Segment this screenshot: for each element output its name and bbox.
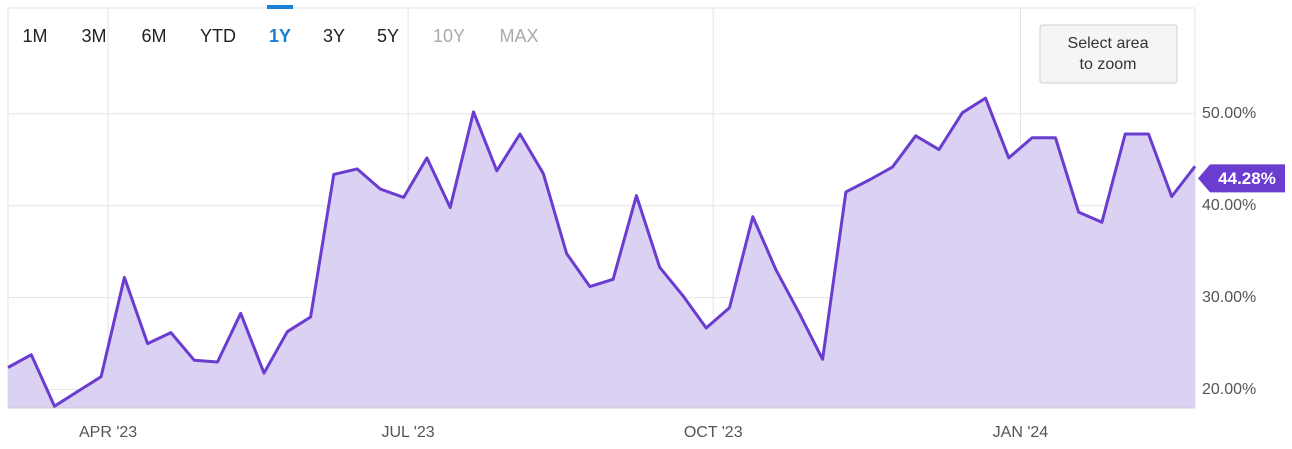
range-button[interactable]: 6M xyxy=(141,26,166,46)
x-tick-label: OCT '23 xyxy=(684,424,743,441)
x-tick-label: JAN '24 xyxy=(993,424,1049,441)
current-value-badge xyxy=(1198,164,1285,193)
range-button[interactable]: 1M xyxy=(22,26,47,46)
y-tick-label: 20.00% xyxy=(1202,381,1256,398)
y-tick-label: 50.00% xyxy=(1202,105,1256,122)
x-tick-label: APR '23 xyxy=(79,424,137,441)
range-button: MAX xyxy=(499,26,538,46)
range-button: 10Y xyxy=(433,26,465,46)
y-tick-label: 30.00% xyxy=(1202,289,1256,306)
zoom-hint-box xyxy=(1039,24,1178,84)
range-button[interactable]: 1Y xyxy=(269,26,291,46)
range-button[interactable]: 3Y xyxy=(323,26,345,46)
x-tick-label: JUL '23 xyxy=(382,424,435,441)
area xyxy=(8,98,1195,408)
zoom-hint: to zoom xyxy=(1080,56,1137,73)
range-button[interactable]: 5Y xyxy=(377,26,399,46)
y-tick-label: 40.00% xyxy=(1202,197,1256,214)
range-button-indicator xyxy=(267,5,293,9)
zoom-hint: Select area xyxy=(1068,35,1149,52)
current-value-label: 44.28% xyxy=(1218,169,1276,188)
range-button[interactable]: 3M xyxy=(81,26,106,46)
range-button[interactable]: YTD xyxy=(200,26,236,46)
line xyxy=(7,96,1197,408)
